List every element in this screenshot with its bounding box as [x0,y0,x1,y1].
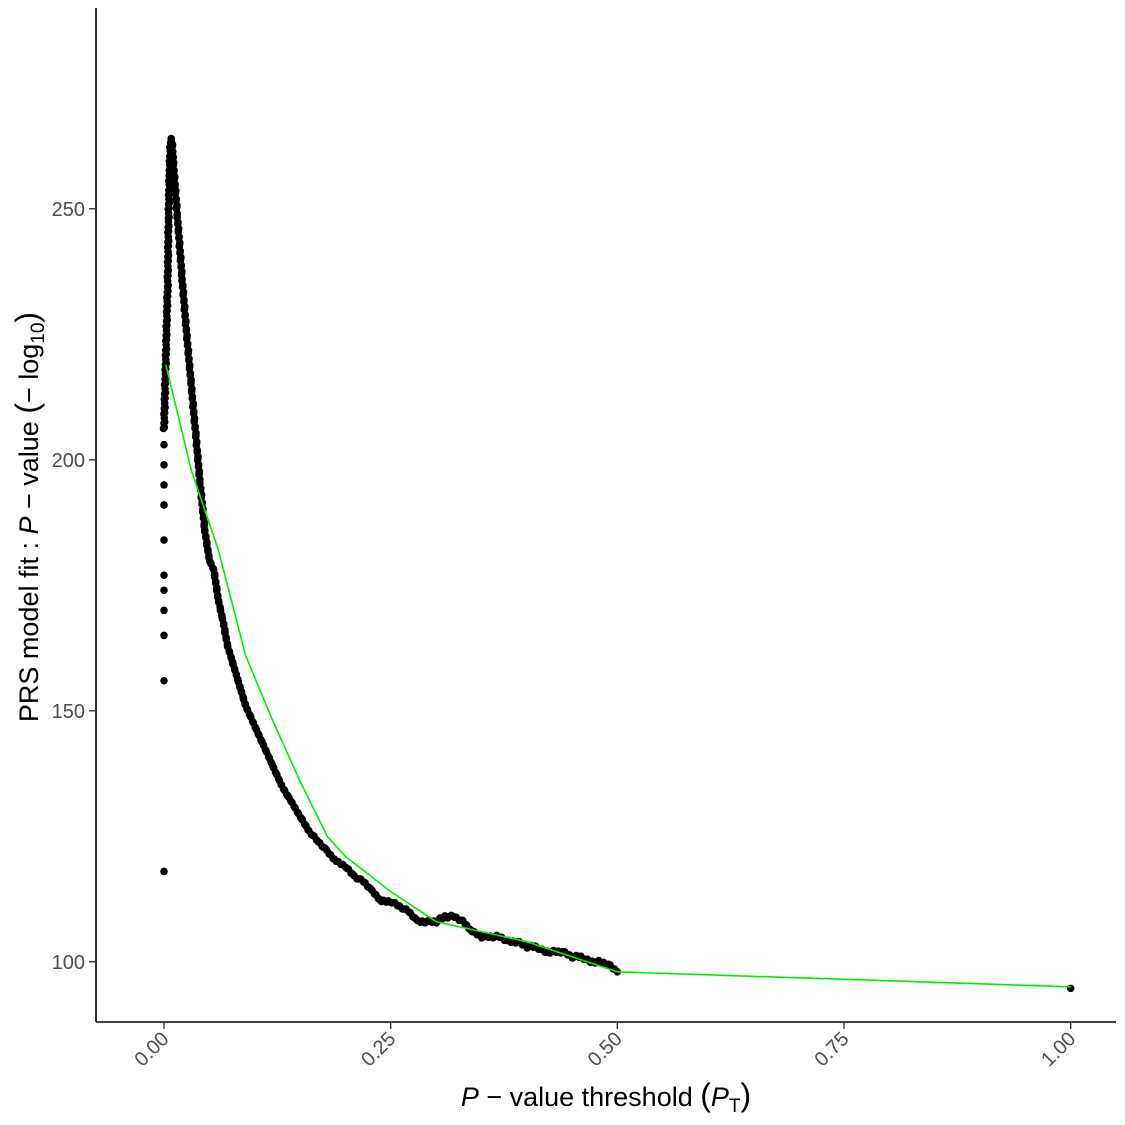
x-axis-title-text: − value threshold [479,1082,700,1112]
data-point [160,586,168,595]
data-point [1066,984,1075,993]
data-point [160,536,168,544]
ticks: 0.00 0.25 0.50 0.75 1.00 100 150 200 250 [52,199,1081,1071]
x-tick-label: 0.75 [810,1028,853,1071]
fit-line [165,364,1071,988]
x-tick-label: 1.00 [1037,1028,1080,1071]
x-tick-label: 0.00 [130,1028,173,1071]
data-point [160,501,168,509]
y-axis-title-neg-log: − log [14,344,44,403]
y-axis-title-italic: P [14,517,44,535]
x-axis-title-subscript: T [729,1096,741,1117]
y-axis-title-open-paren: ( [9,403,45,414]
x-axis-title-italic: P [461,1082,479,1112]
data-point [160,631,168,640]
data-points [159,134,1075,993]
y-axis-title-subscript: 10 [28,323,49,344]
x-axis-title: P − value threshold (PT) [461,1077,751,1117]
data-point [160,867,168,876]
x-axis-title-symbol: P [711,1082,729,1112]
y-tick-label: 200 [52,450,85,472]
y-axis-title-close-paren: ) [9,312,45,323]
data-point [160,461,168,469]
axes [95,8,1116,1023]
y-tick-label: 100 [52,952,85,974]
y-axis-title: PRS model fit : P − value (− log10) [9,312,49,722]
x-tick-label: 0.50 [584,1028,627,1071]
y-axis-title-text: PRS model fit : [14,535,44,723]
x-axis-title-open-paren: ( [700,1077,711,1113]
y-tick-label: 250 [52,199,85,221]
data-point [160,481,168,489]
y-tick-label: 150 [52,701,85,723]
fit-line-layer [165,364,1071,988]
y-axis-title-text2: − value [14,414,44,517]
data-point [160,676,168,685]
x-tick-label: 0.25 [357,1028,400,1071]
data-point [160,606,168,615]
data-point [160,440,168,449]
x-axis-title-close-paren: ) [741,1077,752,1113]
data-point [160,571,168,580]
